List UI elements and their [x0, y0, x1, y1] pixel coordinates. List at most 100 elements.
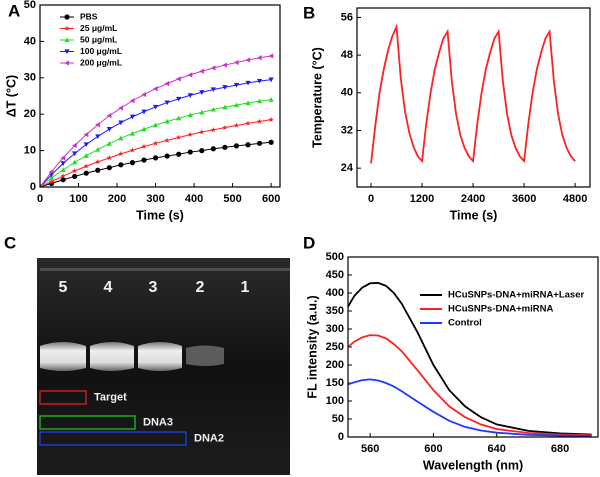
data-marker [83, 142, 89, 148]
panel-label: B [303, 3, 315, 22]
y-axis-title: ΔT (°C) [4, 75, 18, 117]
gel-band [90, 342, 134, 371]
data-marker [164, 137, 170, 143]
y-tick-label: 48 [341, 49, 353, 61]
data-marker [48, 169, 54, 175]
data-marker [83, 163, 89, 169]
gel-band [186, 345, 224, 366]
data-marker [187, 131, 193, 137]
data-marker [118, 120, 124, 126]
legend-label: 200 μg/mL [80, 57, 122, 67]
data-marker [118, 151, 124, 157]
data-marker [176, 151, 182, 157]
x-tick-label: 640 [488, 443, 506, 455]
data-marker [268, 77, 274, 83]
data-marker [187, 72, 193, 78]
y-tick-label: 250 [326, 341, 344, 353]
data-marker [71, 168, 78, 174]
data-marker [106, 141, 112, 146]
gel-panel: C 5 4 3 2 1 Target DNA3 DNA2 [4, 233, 290, 475]
data-marker [152, 86, 158, 92]
data-marker [164, 153, 170, 159]
legend-marker [64, 14, 70, 20]
data-marker [141, 126, 147, 132]
data-marker [152, 122, 159, 128]
data-marker [164, 118, 170, 124]
y-axis-title: FL intensity (a.u.) [305, 295, 319, 398]
data-marker [152, 155, 159, 161]
data-marker [95, 134, 101, 140]
gel-boxes: Target DNA3 DNA2 [39, 390, 224, 446]
panel-label: A [8, 1, 20, 20]
plot-frame [347, 256, 599, 438]
y-tick-label: 10 [24, 145, 36, 157]
data-marker [129, 130, 136, 136]
data-marker [256, 118, 263, 124]
data-marker [60, 177, 66, 183]
chart-panel: A 0 100 200 300 400 500 600 0 10 20 30 40 50 Time (s) Δ… [4, 0, 281, 222]
x-tick-label: 680 [551, 443, 569, 455]
data-marker [48, 175, 55, 180]
data-marker [141, 91, 147, 98]
data-marker [187, 93, 193, 98]
data-marker [268, 139, 274, 145]
data-marker [129, 160, 136, 166]
lane-label: 1 [241, 279, 250, 296]
data-marker [233, 83, 240, 88]
data-marker [245, 57, 251, 63]
y-tick-label: 300 [326, 323, 344, 335]
data-line [348, 334, 592, 437]
data-marker [222, 104, 228, 110]
data-marker [210, 126, 217, 133]
data-marker [152, 140, 159, 146]
chart-panel: B 0 1200 2400 3600 4800 24 32 40 48 56 Time (s) Temp… [303, 3, 591, 222]
data-marker [233, 122, 240, 128]
data-marker [60, 173, 66, 179]
lane-label: 2 [196, 279, 205, 296]
legend-label: Control [448, 318, 482, 329]
y-tick-label: 500 [326, 251, 344, 263]
data-marker [83, 170, 89, 176]
gel-box-label: Target [94, 391, 127, 403]
data-marker [210, 146, 216, 152]
plot-frame [356, 7, 591, 188]
data-marker [60, 155, 66, 161]
gel-box-label: DNA2 [194, 432, 224, 444]
x-tick-label: 1200 [410, 193, 434, 205]
gel-band [138, 342, 182, 371]
y-axis-title: Temperature (°C) [310, 47, 324, 148]
data-marker [83, 131, 89, 138]
data-marker [175, 134, 182, 140]
x-axis-title: Time (s) [136, 208, 184, 222]
legend-label: 100 μg/mL [80, 46, 122, 56]
y-tick-label: 50 [332, 413, 344, 425]
data-marker [187, 112, 193, 118]
x-tick-label: 300 [146, 193, 164, 205]
data-marker [164, 81, 170, 87]
x-tick-label: 100 [69, 193, 87, 205]
data-marker [129, 147, 136, 153]
legend-label: 25 μg/mL [80, 23, 117, 33]
y-tick-label: 32 [341, 124, 353, 136]
gel-box [39, 431, 187, 446]
data-marker [106, 155, 113, 161]
legend-marker [64, 37, 70, 43]
y-tick-label: 56 [341, 11, 353, 23]
x-tick-label: 400 [185, 193, 203, 205]
x-axis-title: Time (s) [450, 208, 498, 222]
panel-label: C [4, 233, 16, 252]
data-marker [268, 116, 274, 122]
x-tick-label: 0 [368, 193, 374, 205]
data-marker [95, 122, 100, 128]
y-tick-label: 20 [24, 108, 36, 120]
data-marker [141, 157, 147, 163]
y-tick-label: 40 [24, 35, 36, 47]
data-marker [222, 62, 227, 68]
data-marker [129, 114, 136, 120]
data-marker [152, 104, 159, 110]
data-line [370, 23, 576, 164]
plot-area [40, 53, 274, 187]
x-tick-label: 0 [37, 193, 43, 205]
data-marker [176, 76, 181, 82]
